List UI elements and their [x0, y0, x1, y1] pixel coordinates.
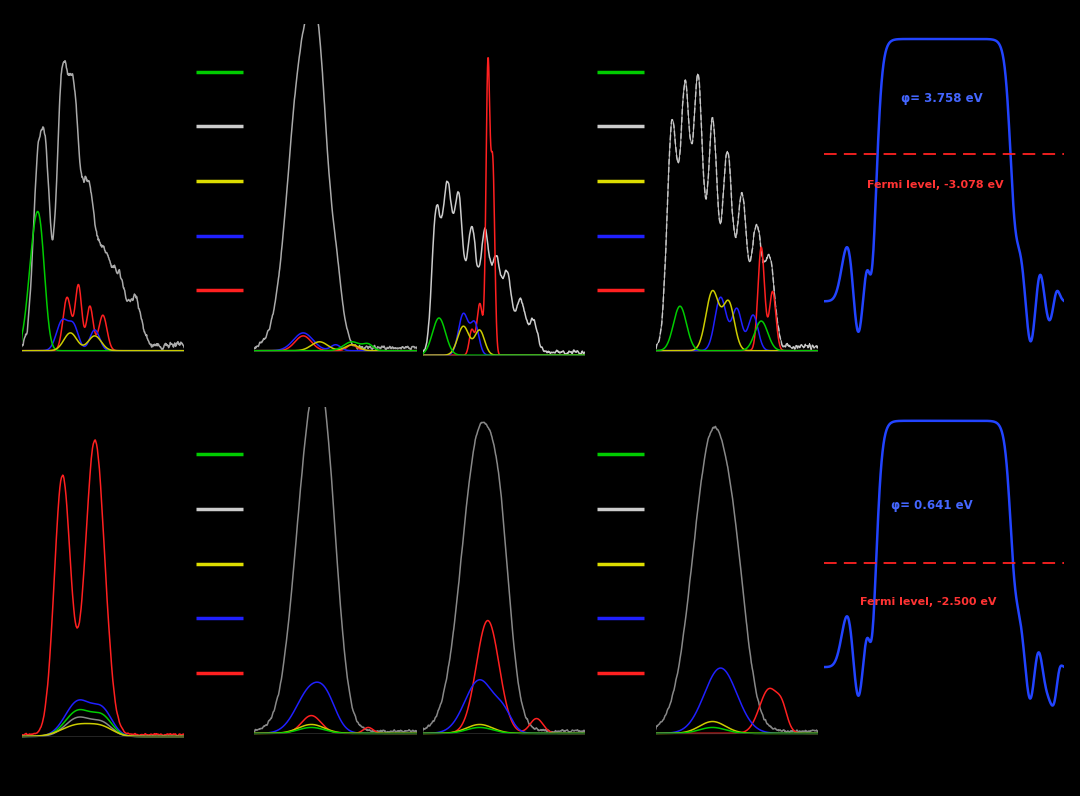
- Text: φ= 0.641 eV: φ= 0.641 eV: [891, 499, 973, 512]
- Text: Fermi level, -2.500 eV: Fermi level, -2.500 eV: [860, 597, 997, 607]
- Text: Fermi level, -3.078 eV: Fermi level, -3.078 eV: [867, 180, 1003, 190]
- Text: φ= 3.758 eV: φ= 3.758 eV: [901, 92, 983, 105]
